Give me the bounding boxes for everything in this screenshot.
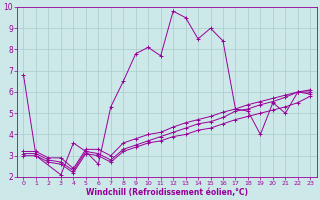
X-axis label: Windchill (Refroidissement éolien,°C): Windchill (Refroidissement éolien,°C) xyxy=(86,188,248,197)
